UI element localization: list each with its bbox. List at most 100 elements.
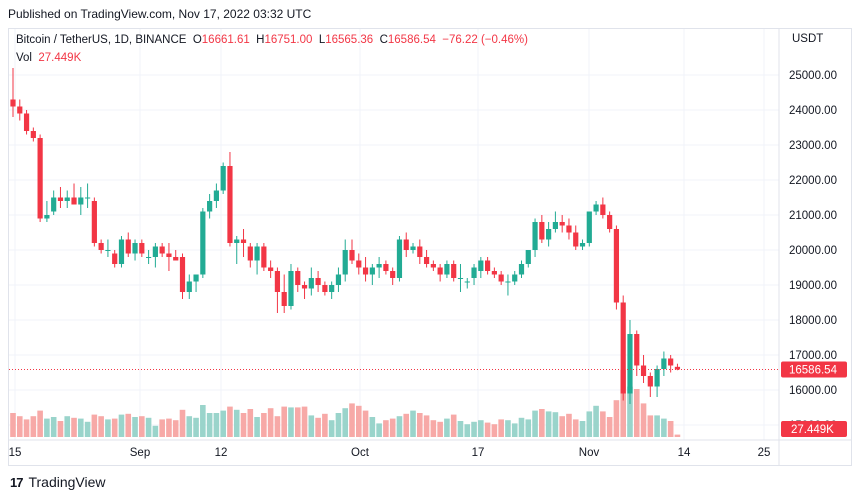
volume-bar [44,418,50,437]
candle-body [261,246,267,268]
candle-body [274,271,281,292]
candle-body [207,201,213,212]
candle-body [240,239,247,243]
volume-bar [545,411,552,437]
candle-body [478,260,484,271]
candle-body [552,222,558,229]
candle-body [620,302,626,394]
volume-bar [233,409,240,437]
candle-body [491,271,497,275]
volume-bar [396,416,403,437]
volume-bar [511,423,518,437]
volume-bar [525,419,532,437]
candle-body [573,232,579,247]
volume-bar [105,419,111,437]
candle-body [661,358,667,369]
candle-body [78,197,84,205]
volume-bar [450,414,457,437]
candle-body [23,113,30,131]
candle-body [674,366,681,370]
volume-bar [342,408,349,437]
volume-bar [552,412,559,437]
price-tick-label: 19000.00 [789,280,837,292]
volume-bar [661,418,667,437]
candle-body [342,250,348,275]
candle-body [518,264,525,275]
volume-bar [220,410,226,437]
candle-body [600,204,606,215]
time-tick-label: 14 [678,447,691,459]
volume-bar [444,418,450,437]
candle-body [417,246,423,257]
candle-body [30,131,36,138]
tradingview-logo-icon: 17 [10,474,24,490]
volume-bar [10,413,16,437]
candle-body [64,197,70,201]
change-value: −76.22 (−0.46%) [442,34,528,46]
close-value: 16586.54 [387,34,436,46]
candle-body [193,274,199,282]
volume-bar [586,411,593,437]
volume-bar [71,417,77,437]
volume-bar [640,403,647,437]
volume-bar [647,415,654,437]
volume-bar [335,413,342,437]
last-price-tag [781,361,847,378]
volume-bar [288,407,294,437]
volume-bar [125,413,132,437]
candle-body [559,222,565,226]
volume-bar [478,420,484,437]
tradingview-brand[interactable]: 17 TradingView [10,474,106,490]
volume-bar [505,420,511,437]
volume-bar [132,417,138,437]
volume-bar [437,421,443,437]
open-value: 16661.61 [201,34,250,46]
volume-bar [471,421,477,437]
candle-body [125,239,131,254]
candle-body [423,257,430,264]
last-price-tag-label: 16586.54 [789,364,838,376]
volume-bar [403,413,410,437]
candle-body [579,243,586,247]
volume-bar [559,416,565,437]
volume-bar [152,425,159,437]
candle-body [186,281,192,292]
volume-bar [498,419,504,437]
volume-bar [328,420,335,437]
candle-body [57,197,64,201]
volume-bar [301,406,308,437]
chart-frame[interactable] [8,28,852,466]
price-tick-label: 22000.00 [789,175,837,187]
candle-body [166,253,172,257]
volume-label: Vol [16,52,32,64]
volume-bar [118,414,125,437]
price-tick-label: 25000.00 [789,70,837,82]
candle-body [234,239,240,243]
volume-bar [491,424,498,437]
volume-bar [620,369,626,437]
symbol-label: Bitcoin / TetherUS, 1D, BINANCE [16,34,187,46]
volume-bar [389,418,396,437]
candle-body [308,278,314,289]
candle-body [17,106,23,114]
candle-body [152,246,158,257]
candle-body [91,201,97,243]
candle-body [410,246,416,250]
candle-body [322,285,328,292]
close-label: C [379,34,388,46]
time-tick-label: 15 [9,447,22,459]
volume-bar [423,415,430,437]
candle-body [505,281,511,283]
candle-body [335,274,342,285]
candle-body [464,281,470,283]
candle-body [227,166,233,243]
price-tick-label: 23000.00 [789,140,837,152]
currency-label: USDT [792,33,823,45]
volume-bar [213,413,220,437]
volume-bar [410,410,416,437]
low-label: L [318,34,326,46]
candle-body [71,197,77,205]
price-tick-label: 18000.00 [789,315,837,327]
price-tick-label: 17000.00 [789,350,837,362]
